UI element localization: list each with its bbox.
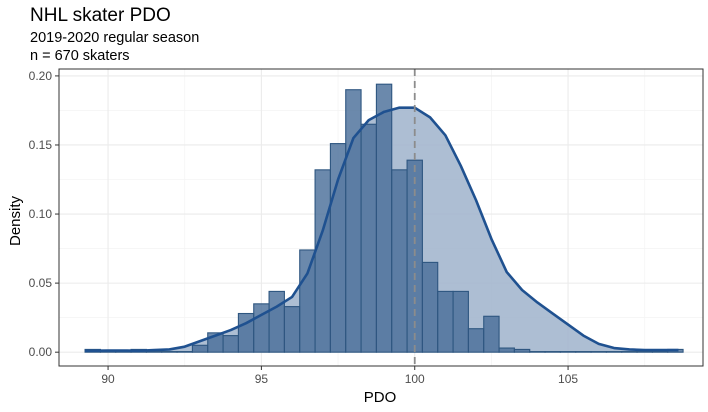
y-axis-label: Density — [7, 195, 24, 246]
histogram-bar — [176, 351, 193, 353]
y-tick-label: 0.15 — [29, 138, 53, 152]
x-tick-label: 105 — [558, 372, 578, 386]
histogram-bar — [467, 328, 485, 353]
histogram-bar — [329, 143, 347, 353]
density-curve-line — [85, 106, 679, 353]
histogram-bar — [375, 83, 393, 353]
y-tick-label: 0.00 — [29, 345, 53, 359]
chart-subtitle-count: n = 670 skaters — [30, 48, 130, 64]
histogram-bar — [605, 351, 623, 353]
histogram-bar — [437, 290, 454, 353]
y-axis-ticks: 0.00 0.05 0.10 0.15 0.20 — [29, 69, 59, 359]
histogram-bar — [191, 344, 209, 353]
histogram-bar — [529, 351, 546, 353]
x-axis-ticks: 90 95 100 105 — [101, 366, 578, 386]
histogram-bar — [406, 159, 423, 353]
histogram-bar — [544, 351, 561, 353]
y-tick-label: 0.05 — [29, 276, 53, 290]
y-tick-label: 0.20 — [29, 69, 53, 83]
histogram-bar — [145, 351, 163, 353]
x-axis-label: PDO — [364, 389, 397, 406]
histogram-bar — [559, 351, 577, 353]
panel-border — [58, 68, 704, 367]
histogram-bar — [391, 169, 408, 353]
chart-subtitle-season: 2019-2020 regular season — [30, 30, 200, 46]
histogram-bar — [452, 290, 469, 353]
histogram-bar — [283, 306, 301, 353]
histogram-bar — [421, 261, 439, 353]
histogram-bar — [268, 290, 285, 353]
histogram-bar — [590, 351, 607, 353]
histogram-bar — [222, 335, 239, 353]
histogram-bar — [621, 351, 638, 353]
panel-frame — [58, 68, 704, 367]
chart-title: NHL skater PDO — [30, 5, 171, 26]
histogram-bar — [360, 123, 377, 353]
histogram-bar — [345, 89, 362, 353]
y-tick-label: 0.10 — [29, 207, 53, 221]
histogram-bar — [161, 351, 178, 353]
histogram-bar — [299, 249, 316, 353]
x-tick-label: 100 — [405, 372, 425, 386]
histogram-bar — [651, 351, 669, 353]
x-tick-label: 90 — [101, 372, 115, 386]
histogram-bar — [575, 351, 592, 353]
x-tick-label: 95 — [255, 372, 269, 386]
histogram-bar — [636, 351, 653, 353]
histogram-bar — [513, 348, 531, 353]
histogram-bar — [314, 169, 331, 353]
histogram-bar — [483, 315, 500, 353]
histogram-bars — [84, 83, 684, 353]
histogram-bar — [498, 347, 515, 353]
density-curve — [85, 106, 679, 353]
